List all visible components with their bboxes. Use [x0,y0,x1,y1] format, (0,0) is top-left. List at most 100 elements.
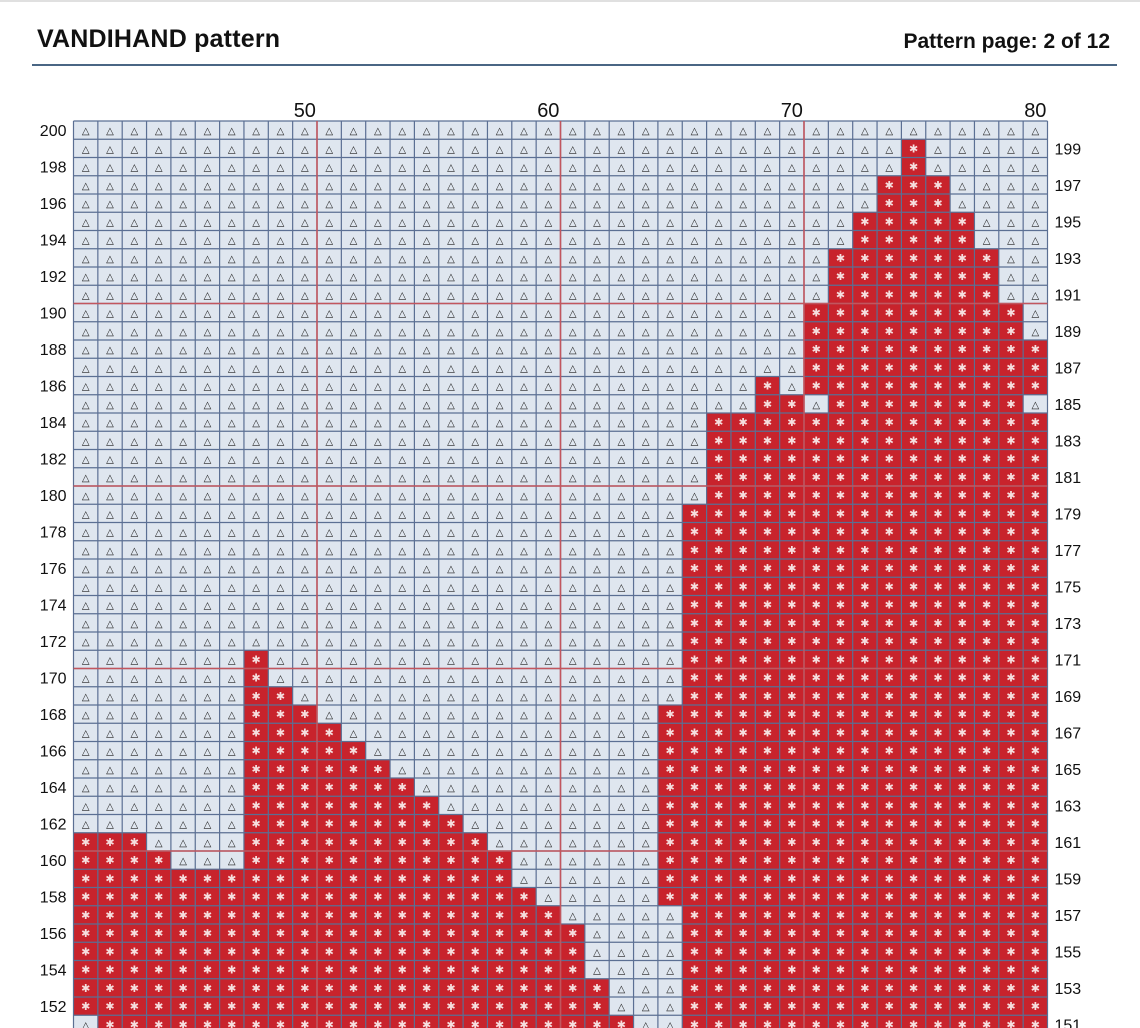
filled-stitch-cell [755,595,780,614]
filled-stitch-cell [852,668,878,687]
triangle-symbol-icon: △ [423,163,431,174]
triangle-symbol-icon: △ [82,692,90,703]
triangle-symbol-icon: △ [593,637,601,648]
background-stitch-cell [511,394,537,413]
triangle-symbol-icon: △ [155,582,163,593]
background-stitch-cell [317,668,342,687]
asterisk-symbol-icon: ✱ [519,965,528,977]
asterisk-symbol-icon: ✱ [982,308,991,320]
triangle-symbol-icon: △ [666,984,674,995]
triangle-symbol-icon: △ [374,528,382,539]
triangle-symbol-icon: △ [544,181,552,192]
row-number-label-left: 178 [40,525,67,542]
asterisk-symbol-icon: ✱ [714,782,723,794]
background-stitch-cell [511,741,537,760]
background-stitch-cell [414,504,439,523]
asterisk-symbol-icon: ✱ [885,381,894,393]
asterisk-symbol-icon: ✱ [495,1001,504,1013]
background-stitch-cell [73,431,98,450]
filled-stitch-cell [950,686,975,705]
filled-stitch-cell [998,723,1024,742]
filled-stitch-cell [852,285,878,304]
asterisk-symbol-icon: ✱ [714,618,723,630]
background-stitch-cell [219,449,244,468]
triangle-symbol-icon: △ [374,674,382,685]
asterisk-symbol-icon: ✱ [787,600,796,612]
triangle-symbol-icon: △ [618,929,626,940]
background-stitch-cell [511,613,537,632]
asterisk-symbol-icon: ✱ [860,800,869,812]
background-stitch-cell [438,759,464,778]
background-stitch-cell [390,595,415,614]
triangle-symbol-icon: △ [325,272,333,283]
filled-stitch-cell [925,632,951,651]
asterisk-symbol-icon: ✱ [227,1019,236,1028]
asterisk-symbol-icon: ✱ [422,892,431,904]
filled-stitch-cell [804,613,829,632]
filled-stitch-cell [998,632,1024,651]
triangle-symbol-icon: △ [471,418,479,429]
background-stitch-cell [97,449,123,468]
asterisk-symbol-icon: ✱ [422,855,431,867]
asterisk-symbol-icon: ✱ [105,837,114,849]
triangle-symbol-icon: △ [788,363,796,374]
asterisk-symbol-icon: ✱ [227,965,236,977]
triangle-symbol-icon: △ [204,363,212,374]
background-stitch-cell [536,321,561,340]
triangle-symbol-icon: △ [82,765,90,776]
triangle-symbol-icon: △ [155,619,163,630]
asterisk-symbol-icon: ✱ [860,910,869,922]
triangle-symbol-icon: △ [471,309,479,320]
filled-stitch-cell [755,741,780,760]
background-stitch-cell [609,650,634,669]
triangle-symbol-icon: △ [350,327,358,338]
background-stitch-cell [195,486,220,505]
asterisk-symbol-icon: ✱ [1006,636,1015,648]
filled-stitch-cell [755,467,780,486]
filled-stitch-cell [974,522,999,541]
asterisk-symbol-icon: ✱ [276,819,285,831]
triangle-symbol-icon: △ [447,455,455,466]
triangle-symbol-icon: △ [1031,400,1039,411]
triangle-symbol-icon: △ [544,400,552,411]
triangle-symbol-icon: △ [350,382,358,393]
triangle-symbol-icon: △ [642,345,650,356]
triangle-symbol-icon: △ [131,747,139,758]
background-stitch-cell [463,723,488,742]
triangle-symbol-icon: △ [277,163,285,174]
asterisk-symbol-icon: ✱ [519,910,528,922]
filled-stitch-cell [852,613,878,632]
background-stitch-cell [219,376,244,395]
filled-stitch-cell [950,705,975,724]
asterisk-symbol-icon: ✱ [1006,399,1015,411]
triangle-symbol-icon: △ [983,163,991,174]
triangle-symbol-icon: △ [155,290,163,301]
row-number-label-right: 153 [1055,981,1082,998]
background-stitch-cell [317,559,342,578]
background-stitch-cell [97,358,123,377]
triangle-symbol-icon: △ [1007,217,1015,228]
triangle-symbol-icon: △ [788,327,796,338]
filled-stitch-cell [292,723,317,742]
triangle-symbol-icon: △ [301,144,309,155]
row-number-label-left: 168 [40,707,67,724]
triangle-symbol-icon: △ [277,655,285,666]
filled-stitch-cell [365,759,391,778]
asterisk-symbol-icon: ✱ [787,892,796,904]
triangle-symbol-icon: △ [739,345,747,356]
asterisk-symbol-icon: ✱ [787,910,796,922]
background-stitch-cell [170,595,196,614]
triangle-symbol-icon: △ [471,509,479,520]
filled-stitch-cell [998,449,1024,468]
background-stitch-cell [268,358,293,377]
background-stitch-cell [487,139,512,158]
asterisk-symbol-icon: ✱ [398,892,407,904]
background-stitch-cell [755,358,780,377]
background-stitch-cell [706,303,731,322]
triangle-symbol-icon: △ [618,874,626,885]
filled-stitch-cell [901,285,926,304]
asterisk-symbol-icon: ✱ [860,636,869,648]
asterisk-symbol-icon: ✱ [787,873,796,885]
background-stitch-cell [657,267,683,286]
background-stitch-cell [560,248,585,267]
